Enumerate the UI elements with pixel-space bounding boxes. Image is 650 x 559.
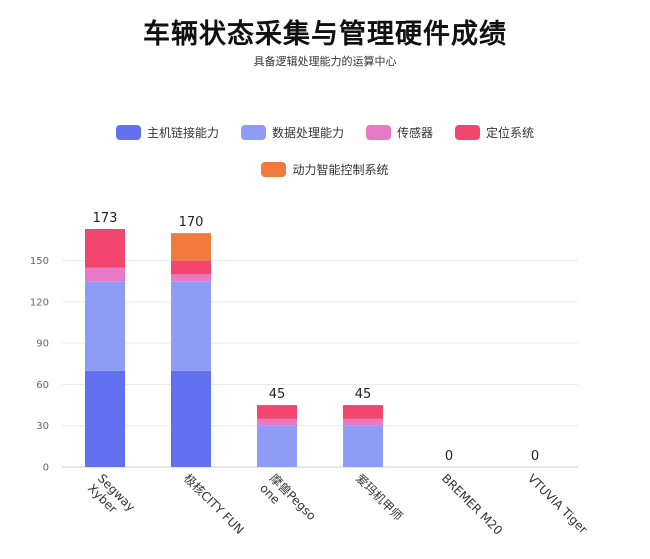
y-tick-label-3: 90 xyxy=(36,339,49,350)
legend-label-2: 传感器 xyxy=(397,126,434,140)
bar-segment-1-2 xyxy=(171,274,211,282)
bar-segment-1-1 xyxy=(171,281,211,371)
x-tick-label-1: 极核CITY FUN xyxy=(181,471,247,537)
legend-label-0: 主机链接能力 xyxy=(146,126,219,140)
bar-segment-0-2 xyxy=(85,267,125,282)
legend: 主机链接能力 数据处理能力 传感器 定位系统 xyxy=(0,124,650,141)
x-tick-label-2: 摩兽Pegsoone xyxy=(257,471,320,534)
legend-swatch-0 xyxy=(115,125,141,140)
bar-segment-2-2 xyxy=(257,418,297,426)
x-tick-label-3: 爱玛机甲师 xyxy=(353,471,405,523)
bar-total-label-2: 45 xyxy=(269,387,286,402)
x-tick-label-line-1-0: 极核CITY FUN xyxy=(181,471,247,537)
bar-segment-2-1 xyxy=(257,425,297,467)
bar-total-label-5: 0 xyxy=(531,449,539,464)
legend-swatch-4 xyxy=(261,162,287,177)
legend-item-3[interactable]: 定位系统 xyxy=(455,124,534,141)
bar-total-label-3: 45 xyxy=(355,387,372,402)
x-tick-label-4: BREMER M20 xyxy=(439,471,505,537)
y-tick-label-0: 0 xyxy=(43,463,49,474)
bar-segment-0-1 xyxy=(85,281,125,371)
legend-label-1: 数据处理能力 xyxy=(271,126,344,140)
bar-segment-2-3 xyxy=(257,405,297,419)
legend-swatch-1 xyxy=(240,125,266,140)
chart-title: 车辆状态采集与管理硬件成绩 xyxy=(143,19,507,50)
legend-item-1[interactable]: 数据处理能力 xyxy=(240,124,344,141)
legend-item-0[interactable]: 主机链接能力 xyxy=(115,124,219,141)
legend-swatch-2 xyxy=(366,125,391,140)
x-tick-label-line-4-0: BREMER M20 xyxy=(439,471,505,537)
x-tick-label-line-3-0: 爱玛机甲师 xyxy=(353,471,405,523)
legend-item-2[interactable]: 传感器 xyxy=(366,124,433,141)
bar-total-label-0: 173 xyxy=(93,211,118,226)
legend-row-2: 动力智能控制系统 xyxy=(0,161,650,178)
y-tick-label-2: 60 xyxy=(36,380,49,391)
y-tick-label-4: 120 xyxy=(30,297,49,308)
bar-segment-1-0 xyxy=(171,370,211,467)
y-tick-label-1: 30 xyxy=(36,421,49,432)
legend-label-3: 定位系统 xyxy=(486,126,535,140)
bar-total-label-1: 170 xyxy=(179,215,204,230)
x-tick-label-line-5-0: VTUVIA Tiger xyxy=(525,471,590,536)
bar-segment-0-0 xyxy=(85,370,125,467)
x-tick-label-0: SegwayXyber xyxy=(85,471,138,524)
legend-swatch-3 xyxy=(455,125,481,140)
bar-segment-0-3 xyxy=(85,229,125,268)
bar-segment-1-4 xyxy=(171,233,211,261)
bar-segment-1-3 xyxy=(171,260,211,275)
bar-segment-3-1 xyxy=(343,425,383,467)
legend-item-4[interactable]: 动力智能控制系统 xyxy=(261,161,389,178)
bar-segment-3-3 xyxy=(343,405,383,419)
bar-segment-3-2 xyxy=(343,418,383,426)
legend-label-4: 动力智能控制系统 xyxy=(292,163,389,177)
y-tick-label-5: 150 xyxy=(30,256,49,267)
bar-total-label-4: 0 xyxy=(445,449,453,464)
chart-subtitle: 具备逻辑处理能力的运算中心 xyxy=(253,55,397,68)
x-tick-label-5: VTUVIA Tiger xyxy=(525,471,590,536)
